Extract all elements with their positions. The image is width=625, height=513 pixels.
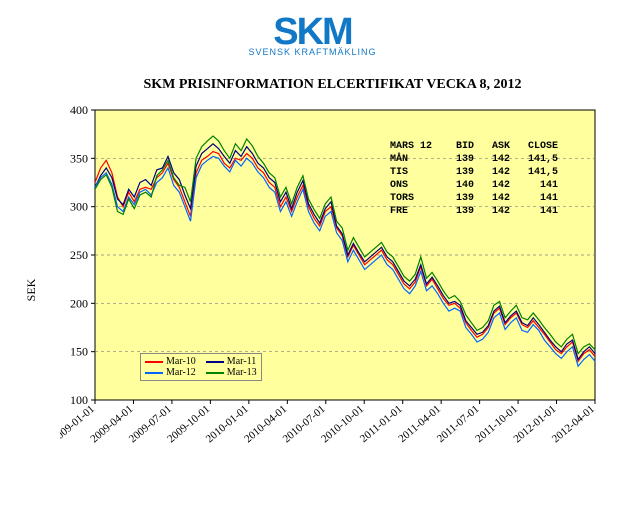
legend-item: Mar-12: [145, 367, 196, 378]
chart-container: SEK 1001502002503003504002009-01-012009-…: [60, 105, 600, 475]
svg-text:300: 300: [70, 200, 88, 214]
price-table: MARS 12 BID ASK CLOSE MÅN 139 142 141,5 …: [390, 140, 558, 218]
legend-label: Mar-10: [166, 356, 196, 367]
legend: Mar-10 Mar-11 Mar-12 Mar-13: [140, 353, 262, 381]
svg-text:2012-04-01: 2012-04-01: [550, 403, 597, 445]
y-axis-label: SEK: [24, 279, 39, 302]
svg-text:200: 200: [70, 297, 88, 311]
logo-sub: SVENSK KRAFTMÄKLING: [10, 47, 615, 57]
legend-label: Mar-13: [227, 367, 257, 378]
legend-label: Mar-12: [166, 367, 196, 378]
page-title: SKM PRISINFORMATION ELCERTIFIKAT VECKA 8…: [50, 77, 615, 93]
legend-item: Mar-11: [206, 356, 256, 367]
svg-text:250: 250: [70, 248, 88, 262]
legend-item: Mar-13: [206, 367, 257, 378]
svg-text:400: 400: [70, 105, 88, 117]
svg-text:2010-10-01: 2010-10-01: [319, 403, 366, 445]
legend-label: Mar-11: [227, 356, 256, 367]
logo: SKM SVENSK KRAFTMÄKLING: [10, 15, 615, 57]
svg-text:350: 350: [70, 152, 88, 166]
svg-text:100: 100: [70, 393, 88, 407]
logo-main: SKM: [10, 15, 615, 49]
legend-item: Mar-10: [145, 356, 196, 367]
svg-text:150: 150: [70, 345, 88, 359]
